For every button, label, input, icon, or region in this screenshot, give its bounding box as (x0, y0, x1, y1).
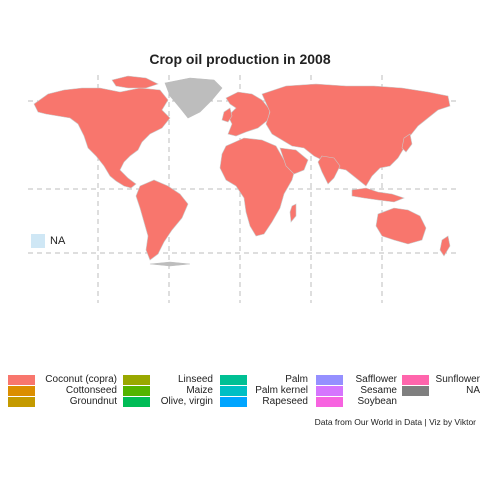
legend-item: Soybean (316, 396, 397, 408)
legend-label: Palm kernel (255, 385, 308, 396)
indonesia-shape (351, 187, 405, 203)
legend-item: Groundnut (8, 396, 117, 408)
asia-shape (261, 83, 451, 187)
legend-label: NA (466, 385, 480, 396)
legend-item: Sunflower (402, 374, 480, 386)
legend-label: Coconut (copra) (45, 374, 117, 385)
legend-label: Linseed (177, 374, 213, 385)
legend-column: Palm Palm kernel Rapeseed (220, 374, 308, 408)
legend-key (316, 397, 343, 407)
legend-column: Coconut (copra) Cottonseed Groundnut (8, 374, 117, 408)
india-shape (317, 155, 341, 185)
legend-key (8, 386, 35, 396)
south-america-shape (135, 179, 189, 261)
legend-key (316, 375, 343, 385)
legend-key (123, 386, 150, 396)
europe-shape (225, 91, 271, 137)
arabia-shape (279, 147, 309, 175)
na-swatch (31, 234, 45, 248)
legend-label: Soybean (357, 396, 397, 407)
legend-label: Olive, virgin (160, 396, 213, 407)
antarctica-shape (149, 261, 191, 267)
legend-item: Maize (123, 385, 213, 397)
legend-item: Linseed (123, 374, 213, 386)
madagascar-shape (289, 203, 297, 223)
chart-title: Crop oil production in 2008 (149, 51, 331, 67)
legend-item: NA (402, 385, 480, 397)
legend-column: Linseed Maize Olive, virgin (123, 374, 213, 408)
caption: Data from Our World in Data | Viz by Vik… (314, 417, 476, 427)
legend-item: Rapeseed (220, 396, 308, 408)
legend-key (220, 375, 247, 385)
legend-key (123, 397, 150, 407)
legend-item: Olive, virgin (123, 396, 213, 408)
africa-shape (219, 137, 297, 237)
legend-key (402, 386, 429, 396)
legend-label: Maize (186, 385, 213, 396)
legend-label: Sunflower (435, 374, 480, 385)
north-america-shape (33, 87, 171, 189)
na-label: NA (50, 235, 66, 247)
legend-item: Cottonseed (8, 385, 117, 397)
legend-column: Safflower Sesame Soybean (316, 374, 397, 408)
legend-item: Sesame (316, 385, 397, 397)
legend-label: Rapeseed (262, 396, 308, 407)
legend-key (220, 397, 247, 407)
map-na-key: NA (31, 234, 65, 248)
legend-key (8, 397, 35, 407)
legend-label: Cottonseed (65, 385, 117, 396)
legend-item: Safflower (316, 374, 397, 386)
australia-shape (375, 207, 427, 245)
legend-key (123, 375, 150, 385)
legend-item: Coconut (copra) (8, 374, 117, 386)
uk-shape (221, 107, 233, 123)
legend-column: Sunflower NA (402, 374, 480, 397)
arctic-islands-shape (111, 75, 159, 89)
legend-key (8, 375, 35, 385)
japan-shape (401, 133, 413, 153)
legend-item: Palm kernel (220, 385, 308, 397)
legend-item: Palm (220, 374, 308, 386)
legend-key (402, 375, 429, 385)
legend-key (316, 386, 343, 396)
legend-key (220, 386, 247, 396)
legend-label: Palm (285, 374, 308, 385)
legend-label: Groundnut (69, 396, 117, 407)
legend-label: Sesame (360, 385, 397, 396)
legend-label: Safflower (355, 374, 397, 385)
greenland-shape (164, 77, 223, 119)
new-zealand-shape (439, 235, 451, 257)
